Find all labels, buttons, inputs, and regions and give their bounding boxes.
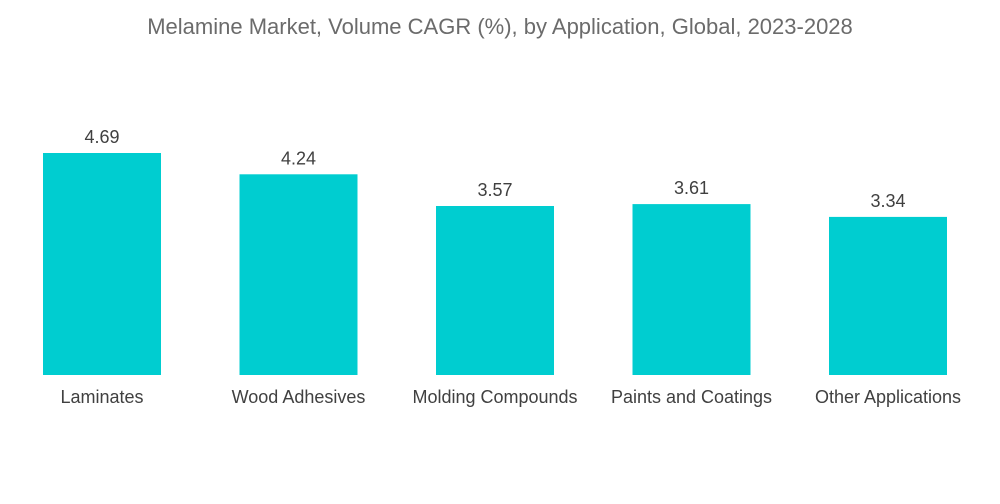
chart-title: Melamine Market, Volume CAGR (%), by App… <box>147 14 853 39</box>
bars-group <box>43 153 947 375</box>
bar-laminates <box>43 153 161 375</box>
category-label-paints-and-coatings: Paints and Coatings <box>611 387 772 407</box>
value-label-molding-compounds: 3.57 <box>477 180 512 200</box>
category-label-other-applications: Other Applications <box>815 387 961 407</box>
category-label-laminates: Laminates <box>60 387 143 407</box>
value-label-laminates: 4.69 <box>84 127 119 147</box>
value-label-paints-and-coatings: 3.61 <box>674 178 709 198</box>
bar-wood-adhesives <box>239 174 358 375</box>
category-label-wood-adhesives: Wood Adhesives <box>232 387 366 407</box>
value-labels-group: 4.69 4.24 3.57 3.61 3.34 <box>84 127 905 211</box>
bar-molding-compounds <box>436 206 554 375</box>
value-label-wood-adhesives: 4.24 <box>281 148 316 168</box>
bar-other-applications <box>829 216 947 375</box>
bar-paints-and-coatings <box>632 204 751 375</box>
value-label-other-applications: 3.34 <box>870 191 905 211</box>
category-labels-group: Laminates Wood Adhesives Molding Compounds… <box>60 387 961 407</box>
category-label-molding-compounds: Molding Compounds <box>412 387 577 407</box>
